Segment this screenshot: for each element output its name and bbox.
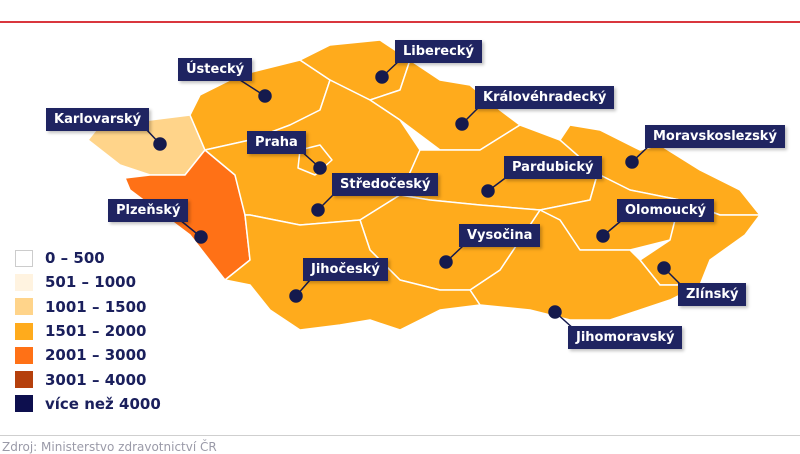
legend-item: 501 – 1000 (15, 270, 161, 294)
label-jihomoravsky: Jihomoravský (568, 326, 683, 349)
marker-jihomoravsky (548, 305, 562, 319)
legend: 0 – 500 501 – 1000 1001 – 1500 1501 – 20… (15, 246, 161, 416)
legend-swatch (15, 298, 33, 316)
legend-label: 3001 – 4000 (45, 370, 147, 389)
source-note: Zdroj: Ministerstvo zdravotnictví ČR (2, 440, 217, 454)
legend-swatch (15, 371, 33, 389)
label-liberecky: Liberecký (395, 40, 482, 63)
legend-item: 0 – 500 (15, 246, 161, 270)
label-karlovarsky: Karlovarský (46, 108, 150, 131)
label-pardubicky: Pardubický (504, 156, 602, 179)
legend-item: 1501 – 2000 (15, 319, 161, 343)
label-stredocesky: Středočeský (332, 173, 439, 196)
legend-label: 0 – 500 (45, 249, 105, 268)
legend-swatch (15, 249, 33, 267)
marker-vysocina (439, 255, 453, 269)
legend-label: více než 4000 (45, 394, 161, 413)
legend-swatch (15, 395, 33, 413)
label-jihocesky: Jihočeský (303, 258, 388, 281)
legend-label: 1501 – 2000 (45, 322, 147, 341)
label-zlinsky: Zlínský (678, 283, 747, 306)
legend-item: více než 4000 (15, 392, 161, 416)
label-vysocina: Vysočina (459, 224, 541, 247)
legend-label: 1001 – 1500 (45, 297, 147, 316)
legend-item: 2001 – 3000 (15, 343, 161, 367)
marker-liberecky (375, 70, 389, 84)
marker-moravskoslezsky (625, 155, 639, 169)
label-moravskoslezsky: Moravskoslezský (645, 125, 785, 148)
marker-ustecky (258, 89, 272, 103)
label-olomoucky: Olomoucký (617, 199, 714, 222)
label-praha: Praha (247, 131, 306, 154)
marker-stredocesky (311, 203, 325, 217)
marker-zlinsky (657, 261, 671, 275)
legend-swatch (15, 273, 33, 291)
marker-praha (313, 161, 327, 175)
marker-plzensky (194, 230, 208, 244)
legend-swatch (15, 322, 33, 340)
marker-kralovehradecky (455, 117, 469, 131)
marker-olomoucky (596, 229, 610, 243)
legend-label: 501 – 1000 (45, 273, 137, 292)
header-accent-line (0, 21, 800, 23)
label-kralovehradecky: Královéhradecký (475, 86, 615, 109)
label-ustecky: Ústecký (178, 58, 253, 81)
marker-jihocesky (289, 289, 303, 303)
legend-item: 3001 – 4000 (15, 367, 161, 391)
marker-pardubicky (481, 184, 495, 198)
region-zlinsky[interactable] (639, 199, 761, 286)
footer-divider (0, 435, 800, 436)
marker-karlovarsky (153, 137, 167, 151)
legend-swatch (15, 346, 33, 364)
label-plzensky: Plzeňský (108, 199, 189, 222)
legend-label: 2001 – 3000 (45, 346, 147, 365)
legend-item: 1001 – 1500 (15, 295, 161, 319)
